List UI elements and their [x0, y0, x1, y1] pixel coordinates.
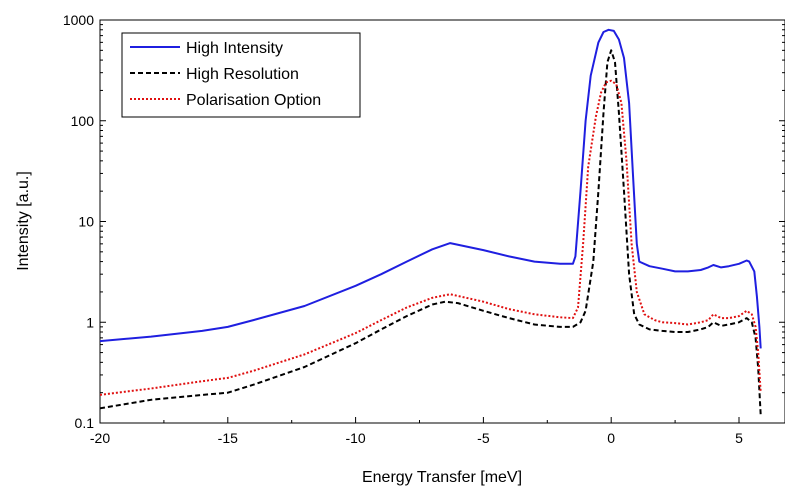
- y-tick-label: 100: [71, 113, 95, 129]
- series-line-high-resolution: [99, 49, 762, 416]
- y-axis: 0.1 1 10 100 1000: [63, 12, 106, 431]
- x-tick-label: 5: [735, 430, 743, 446]
- y-tick-label: 10: [78, 214, 94, 230]
- legend: High Intensity High Resolution Polarisatio…: [121, 32, 361, 118]
- series-line-polarisation-option: [99, 79, 762, 396]
- x-tick-label: -5: [477, 430, 490, 446]
- y-tick-label: 0.1: [75, 415, 95, 431]
- legend-label: High Intensity: [186, 40, 283, 57]
- y-tick-label: 1: [86, 314, 94, 330]
- x-tick-label: -20: [90, 430, 110, 446]
- x-tick-label: 0: [607, 430, 615, 446]
- legend-label: High Resolution: [186, 66, 299, 83]
- series-layer: [99, 28, 762, 416]
- x-tick-label: -15: [218, 430, 238, 446]
- y-tick-label: 1000: [63, 12, 94, 28]
- right-axis-ticks: [779, 19, 785, 424]
- series-line-high-intensity: [99, 28, 762, 349]
- x-axis-title: Energy Transfer [meV]: [362, 469, 522, 486]
- x-tick-label: -10: [345, 430, 365, 446]
- x-axis: -20 -15 -10 -5 0 5: [90, 417, 743, 446]
- y-axis-title: Intensity [a.u.]: [15, 171, 32, 271]
- legend-label: Polarisation Option: [186, 92, 321, 109]
